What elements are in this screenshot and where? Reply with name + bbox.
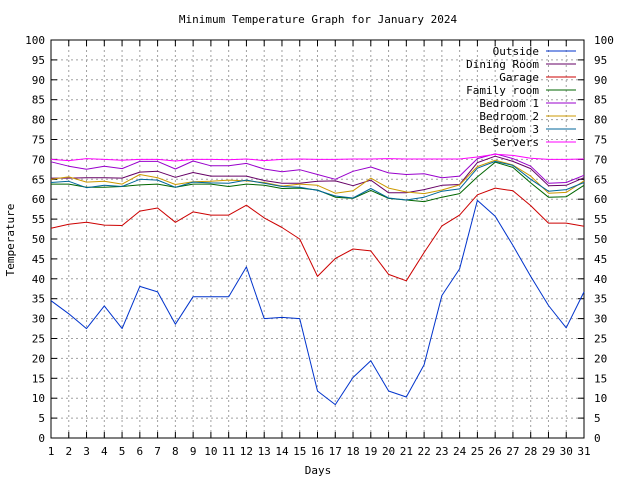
x-tick-label: 26 (489, 445, 502, 458)
y-tick-label-right: 80 (594, 114, 607, 127)
y-tick-label: 25 (32, 333, 45, 346)
legend-label-bedroom-1: Bedroom 1 (479, 97, 539, 110)
y-tick-label-right: 85 (594, 94, 607, 107)
y-tick-label-right: 40 (594, 273, 607, 286)
legend-label-family-room: Family room (466, 84, 539, 97)
y-tick-label: 90 (32, 74, 45, 87)
x-tick-label: 23 (435, 445, 448, 458)
x-tick-label: 20 (382, 445, 395, 458)
series-line-bedroom-3 (50, 160, 585, 201)
x-tick-label: 14 (275, 445, 289, 458)
y-tick-label: 50 (32, 233, 45, 246)
y-tick-label: 0 (38, 432, 45, 445)
y-tick-label: 65 (32, 173, 45, 186)
y-tick-label-right: 20 (594, 352, 607, 365)
y-tick-label-right: 50 (594, 233, 607, 246)
legend-label-dining-room: Dining Room (466, 58, 539, 71)
y-tick-label: 10 (32, 392, 45, 405)
legend-label-bedroom-3: Bedroom 3 (479, 123, 539, 136)
y-axis-right: 0 5 10 15 20 25 30 35 40 45 50 55 60 65 70 75 80 85 90 95 10… (594, 34, 614, 445)
x-tick-label: 30 (560, 445, 573, 458)
x-tick-label: 17 (329, 445, 342, 458)
x-tick-label: 15 (293, 445, 306, 458)
x-tick-label: 1 (48, 445, 55, 458)
y-tick-label-right: 60 (594, 193, 607, 206)
x-tick-label: 6 (137, 445, 144, 458)
x-tick-label: 18 (346, 445, 359, 458)
y-tick-label-right: 100 (594, 34, 614, 47)
series-line-dining-room (51, 155, 585, 194)
y-tick-label-right: 95 (594, 54, 607, 67)
x-tick-label: 16 (311, 445, 324, 458)
series-line-servers (50, 153, 585, 162)
x-tick-label: 25 (471, 445, 484, 458)
chart-title: Minimum Temperature Graph for January 20… (179, 13, 458, 26)
y-tick-label: 70 (32, 153, 45, 166)
y-tick-label-right: 30 (594, 313, 607, 326)
x-tick-label: 22 (417, 445, 430, 458)
y-tick-label-right: 25 (594, 333, 607, 346)
legend-label-outside: Outside (493, 45, 539, 58)
y-tick-label: 100 (25, 34, 45, 47)
y-tick-label-right: 65 (594, 173, 607, 186)
x-tick-label: 31 (577, 445, 590, 458)
y-tick-label: 75 (32, 134, 45, 147)
legend-label-servers: Servers (493, 136, 539, 149)
y-tick-label-right: 0 (594, 432, 601, 445)
y-tick-label: 30 (32, 313, 45, 326)
x-tick-label: 9 (190, 445, 197, 458)
y-tick-label: 55 (32, 213, 45, 226)
x-tick-label: 7 (154, 445, 161, 458)
x-axis: 1 2 3 4 5 6 7 8 9 10 11 12 13 14 15 16 17 18 19 20 21 22 23 24 2… (48, 445, 591, 458)
y-tick-label: 60 (32, 193, 45, 206)
y-axis-left: 0 5 10 15 20 25 30 35 40 45 50 55 60 65 70 75 80 85 90 95 10… (25, 34, 45, 445)
x-tick-label: 27 (506, 445, 519, 458)
series-line-garage (50, 187, 585, 282)
x-tick-label: 3 (83, 445, 90, 458)
x-tick-label: 21 (400, 445, 413, 458)
legend-label-bedroom-2: Bedroom 2 (479, 110, 539, 123)
y-tick-label: 85 (32, 94, 45, 107)
grid-lines (51, 40, 584, 438)
x-tick-label: 12 (240, 445, 253, 458)
series-line-bedroom-2 (50, 159, 585, 195)
y-tick-label-right: 45 (594, 253, 607, 266)
y-tick-label: 40 (32, 273, 45, 286)
x-tick-label: 2 (65, 445, 72, 458)
x-tick-label: 13 (258, 445, 271, 458)
legend-label-garage: Garage (499, 71, 539, 84)
y-tick-label: 5 (38, 412, 45, 425)
y-tick-label: 35 (32, 293, 45, 306)
y-tick-label-right: 15 (594, 372, 607, 385)
x-tick-label: 4 (101, 445, 108, 458)
x-tick-label: 11 (222, 445, 235, 458)
y-tick-label-right: 5 (594, 412, 601, 425)
y-tick-label-right: 55 (594, 213, 607, 226)
x-tick-label: 19 (364, 445, 377, 458)
y-tick-label-right: 10 (594, 392, 607, 405)
axis-ticks (50, 39, 585, 439)
y-tick-label: 95 (32, 54, 45, 67)
y-tick-label-right: 75 (594, 134, 607, 147)
x-tick-label: 28 (524, 445, 537, 458)
y-tick-label: 15 (32, 372, 45, 385)
y-tick-label: 20 (32, 352, 45, 365)
x-tick-label: 29 (542, 445, 555, 458)
x-tick-label: 10 (204, 445, 217, 458)
y-axis-label: Temperature (4, 204, 17, 277)
x-axis-label: Days (305, 464, 332, 477)
y-tick-label: 45 (32, 253, 45, 266)
y-tick-label: 80 (32, 114, 45, 127)
y-tick-label-right: 90 (594, 74, 607, 87)
x-tick-label: 5 (119, 445, 126, 458)
y-tick-label-right: 35 (594, 293, 607, 306)
y-tick-label-right: 70 (594, 153, 607, 166)
x-tick-label: 24 (453, 445, 467, 458)
series-line-outside (50, 199, 585, 406)
series-lines (50, 153, 585, 406)
x-tick-label: 8 (172, 445, 179, 458)
